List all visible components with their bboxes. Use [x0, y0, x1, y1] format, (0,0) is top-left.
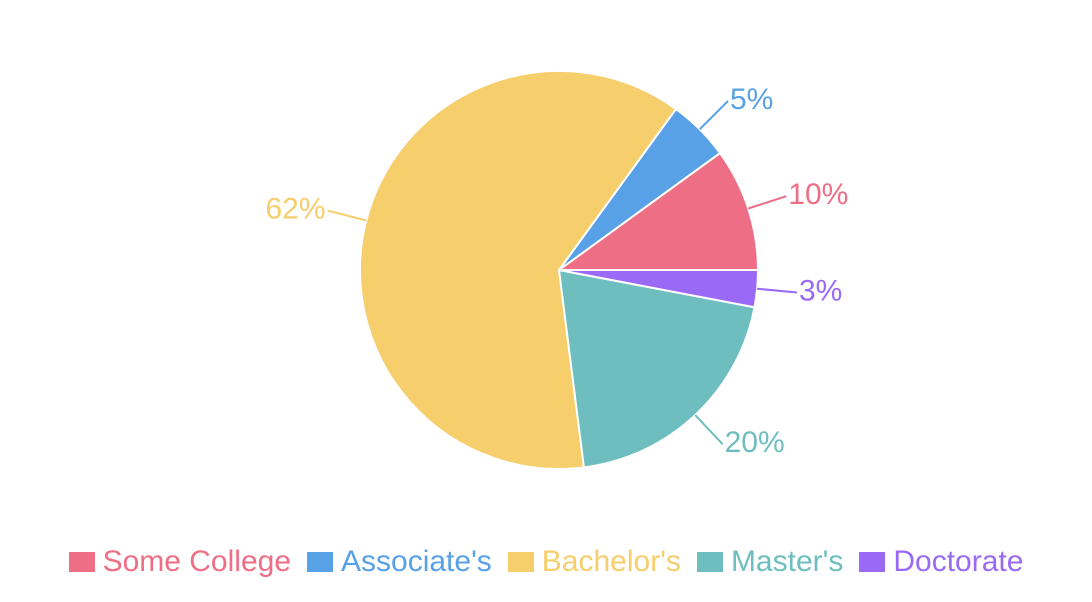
legend-label: Master's [730, 545, 844, 578]
legend-item-masters[interactable]: Master's [696, 545, 844, 578]
legend-swatch [68, 552, 95, 572]
leader-line-bachelor-s [327, 209, 367, 222]
data-labels: 10% 5% 62% 20% 3% [265, 83, 848, 459]
legend-item-some-college[interactable]: Some College [68, 545, 291, 578]
legend-label: Associate's [341, 545, 492, 578]
legend-label: Some College [102, 545, 291, 578]
leader-line-master-s [694, 414, 724, 445]
legend-label: Bachelor's [541, 545, 681, 578]
legend-item-doctorate[interactable]: Doctorate [859, 547, 1023, 577]
data-label-some-college: 10% [788, 178, 848, 211]
legend: Some College Associate's Bachelor's Mast… [0, 540, 1092, 584]
pie-slice-doctorate[interactable] [558, 269, 760, 309]
legend-swatch [859, 552, 886, 572]
leader-lines [327, 100, 798, 445]
leader-line-associate-s [699, 100, 729, 130]
data-label-doctorate: 3% [799, 274, 842, 307]
legend-item-associates[interactable]: Associate's [307, 547, 492, 577]
leader-line-doctorate [757, 287, 798, 294]
legend-swatch [696, 552, 723, 572]
data-label-associate-s: 5% [730, 83, 773, 116]
leader-line-some-college [747, 195, 787, 210]
data-label-bachelor-s: 62% [265, 192, 325, 225]
pie-slice-some-college[interactable] [558, 152, 759, 271]
legend-item-bachelors[interactable]: Bachelor's [507, 545, 681, 578]
legend-swatch [507, 552, 534, 572]
pie-slices [359, 70, 760, 470]
legend-swatch [307, 552, 333, 572]
data-label-master-s: 20% [725, 426, 785, 459]
legend-label: Doctorate [893, 545, 1024, 578]
